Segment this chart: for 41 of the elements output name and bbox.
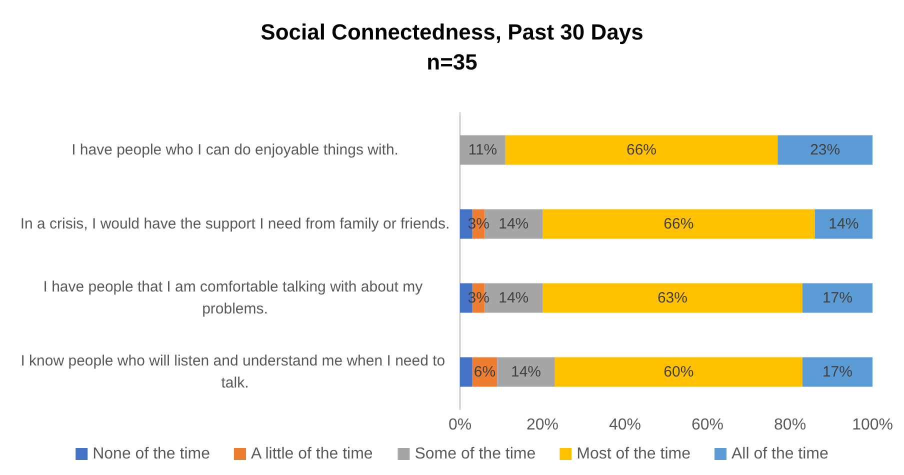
bar	[802, 283, 873, 313]
data-label: 14%	[510, 364, 542, 380]
legend-label: Some of the time	[414, 446, 536, 462]
data-label: 63%	[657, 290, 688, 306]
x-tick-label: 80%	[774, 416, 806, 434]
legend-label: None of the time	[92, 446, 210, 462]
chart-subtitle: n=35	[426, 50, 478, 74]
bar	[554, 357, 802, 387]
y-tick-label: In a crisis, I would have the support I need from family or friends.	[20, 216, 450, 232]
bar	[460, 357, 472, 387]
x-tick-label: 60%	[692, 416, 724, 434]
data-label: 17%	[822, 364, 852, 380]
bar	[505, 135, 778, 165]
data-label: 60%	[664, 364, 694, 380]
bar	[460, 135, 506, 165]
bar	[497, 357, 555, 387]
data-label: 6%	[474, 364, 496, 380]
bar	[778, 135, 873, 165]
data-label: 14%	[498, 216, 529, 232]
legend-label: Most of the time	[576, 446, 691, 462]
y-tick-label: I have people who I can do enjoyable things with.	[72, 142, 398, 158]
data-label: 14%	[828, 216, 859, 232]
bar	[814, 209, 873, 239]
x-tick-label: 40%	[609, 416, 642, 434]
y-tick-label: I have people that I am comfortable talking with about my problems.	[43, 278, 427, 318]
chart-title: Social Connectedness, Past 30 Days	[260, 20, 644, 44]
data-label: 17%	[822, 290, 852, 306]
x-tick-label: 0%	[448, 416, 472, 434]
data-label: 66%	[626, 142, 657, 158]
data-label: 66%	[664, 216, 694, 232]
bar	[802, 357, 873, 387]
data-label: 23%	[810, 142, 840, 158]
data-label: 11%	[468, 142, 498, 158]
x-tick-label: 20%	[526, 416, 559, 434]
legend-label: All of the time	[731, 446, 829, 462]
data-label: 14%	[498, 290, 529, 306]
bar	[542, 209, 815, 239]
x-tick-label: 100%	[852, 416, 893, 434]
legend-label: A little of the time	[250, 446, 373, 462]
bar	[542, 283, 802, 313]
y-tick-label: I know people who will listen and understand me when I need to talk.	[20, 352, 450, 392]
